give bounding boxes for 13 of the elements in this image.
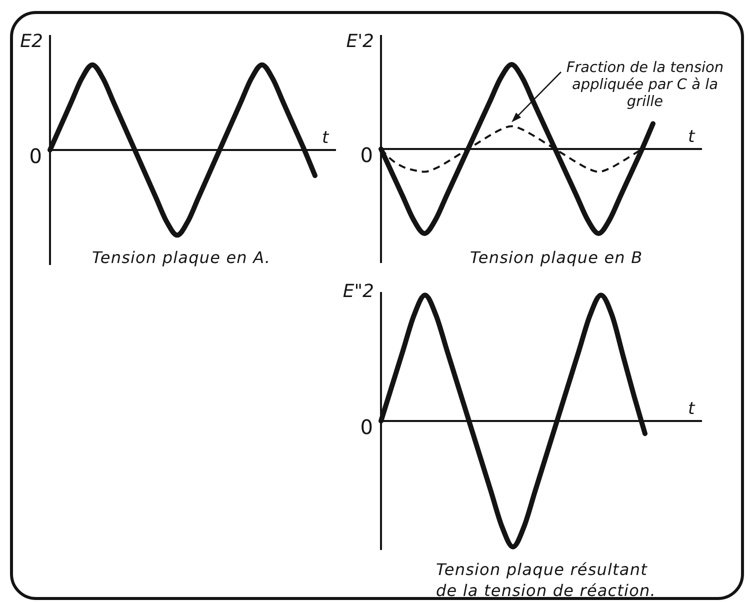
y-axis-title: E'2 [346, 31, 374, 52]
text: Tension plaque en B [470, 247, 644, 268]
y-axis-title: E2 [20, 31, 43, 52]
text: 0 [29, 144, 42, 168]
text: 0 [360, 143, 373, 167]
annotation: Fraction de la tension appliquée par C à la grille [565, 60, 725, 111]
x-axis-title: t [322, 128, 329, 148]
y-axis-title: E"2 [342, 281, 374, 302]
text: Tension plaque résultant de la tension de réaction. [436, 559, 657, 601]
text: 0 [360, 415, 373, 439]
x-axis-title: t [688, 127, 695, 147]
text: Tension plaque en A. [92, 247, 272, 268]
x-axis-title: t [688, 399, 695, 419]
